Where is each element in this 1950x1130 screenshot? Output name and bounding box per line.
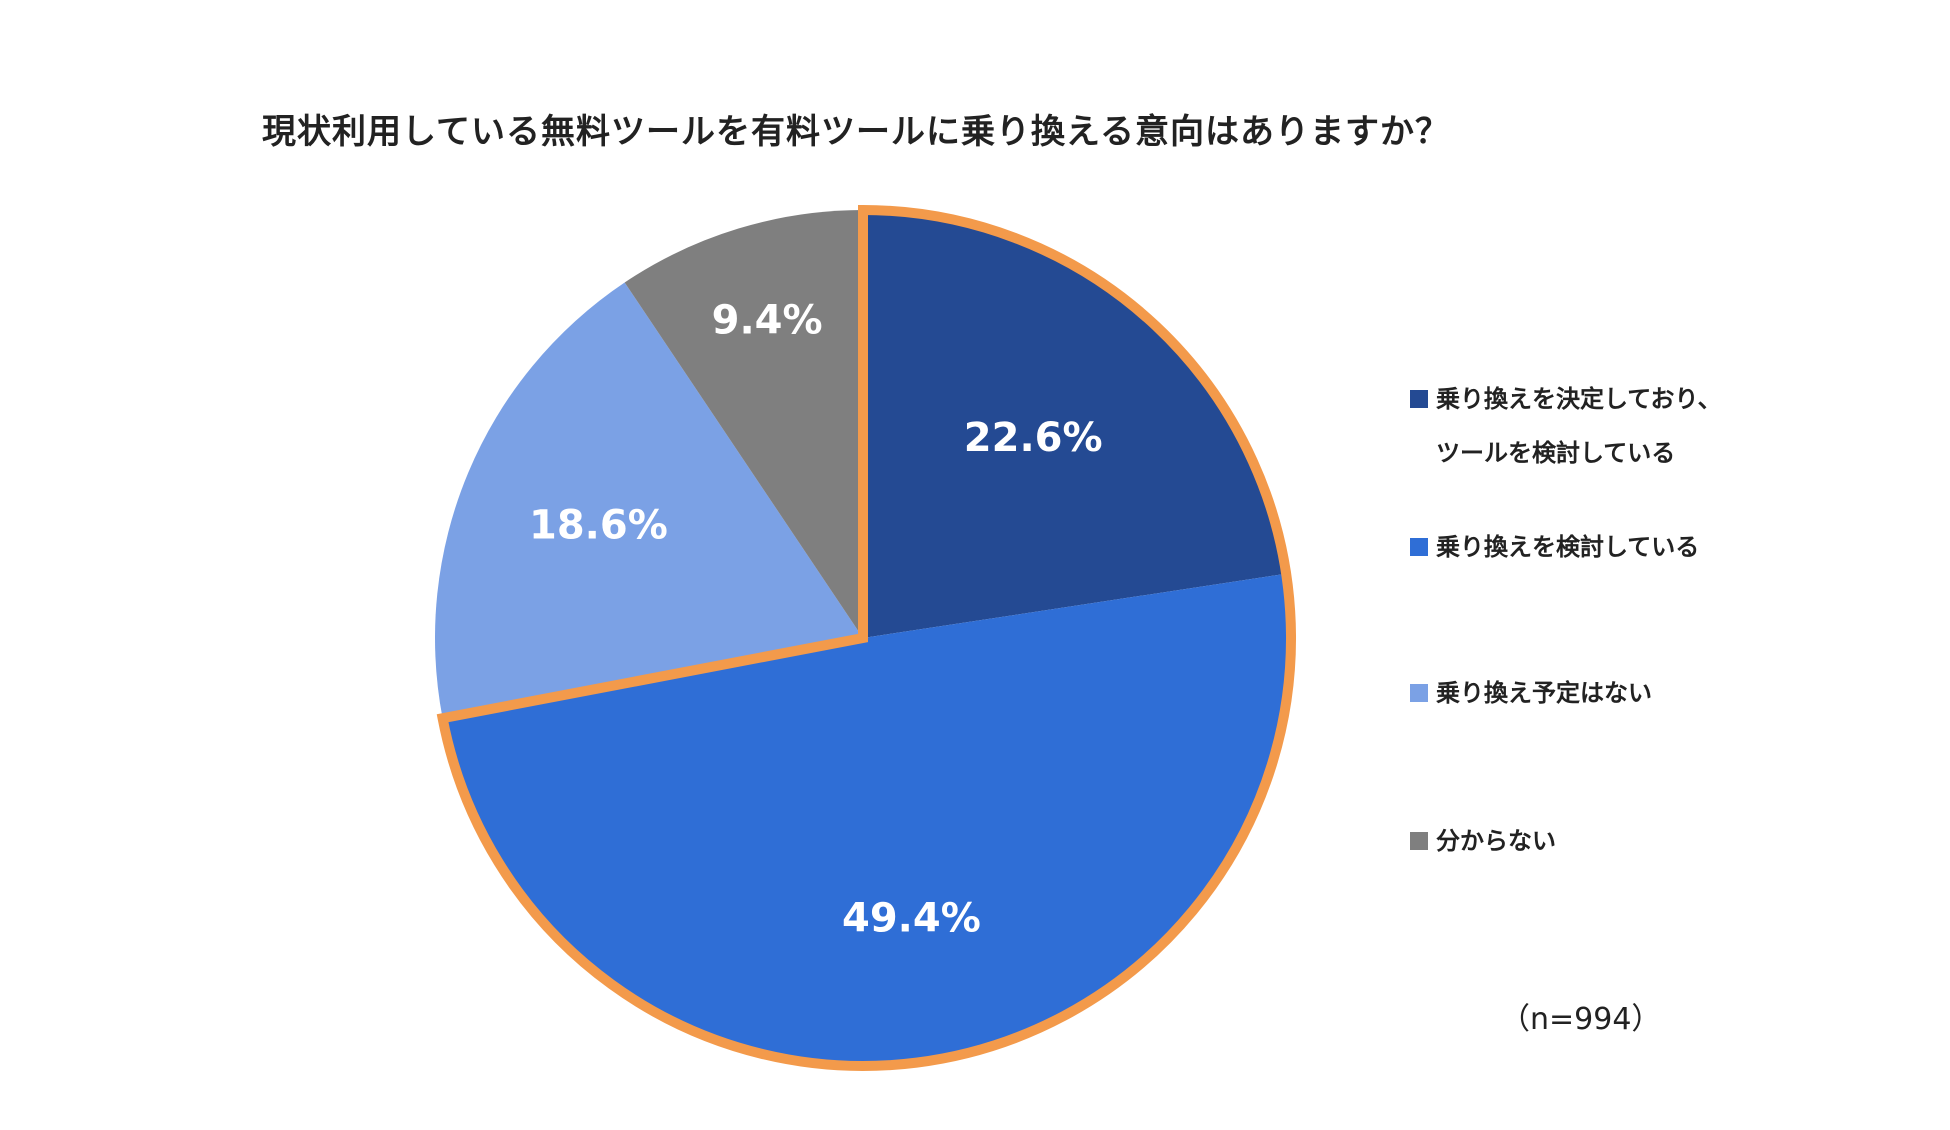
legend-label: 乗り換え予定はない <box>1436 679 1652 707</box>
pie-slice <box>434 282 863 719</box>
legend-swatch <box>1410 832 1428 850</box>
legend-item: 乗り換えを決定しており、 ツールを検討している <box>1410 372 1722 480</box>
legend-item: 乗り換えを検討している <box>1410 520 1699 574</box>
pie-slice <box>442 573 1291 1066</box>
pie-slice <box>863 210 1287 638</box>
legend-label-line: ツールを検討している <box>1436 439 1676 467</box>
slice-value-label: 49.4% <box>842 896 981 942</box>
pie-slice <box>624 210 863 638</box>
legend-swatch <box>1410 538 1428 556</box>
slice-labels: 22.6% 49.4% 18.6% 9.4% <box>529 298 1103 942</box>
legend-swatch <box>1410 684 1428 702</box>
slice-value-label: 22.6% <box>964 415 1103 461</box>
legend-label-line: 乗り換えを決定しており、 <box>1436 385 1722 413</box>
sample-size-note: （n=994） <box>1500 1002 1662 1037</box>
pie-slices <box>434 210 1291 1066</box>
legend-item: 乗り換え予定はない <box>1410 666 1652 720</box>
legend-label: 分からない <box>1436 827 1556 855</box>
slice-value-label: 18.6% <box>529 502 668 548</box>
highlight-outline <box>436 204 1296 1071</box>
legend-swatch <box>1410 390 1428 408</box>
legend-item: 分からない <box>1410 814 1556 868</box>
legend-label: 乗り換えを検討している <box>1436 533 1700 561</box>
chart-title: 現状利用している無料ツールを有料ツールに乗り換える意向はありますか？ <box>262 112 1450 152</box>
legend-label: 乗り換えを決定しており、 ツールを検討している <box>1436 372 1722 480</box>
slice-value-label: 9.4% <box>712 298 823 344</box>
